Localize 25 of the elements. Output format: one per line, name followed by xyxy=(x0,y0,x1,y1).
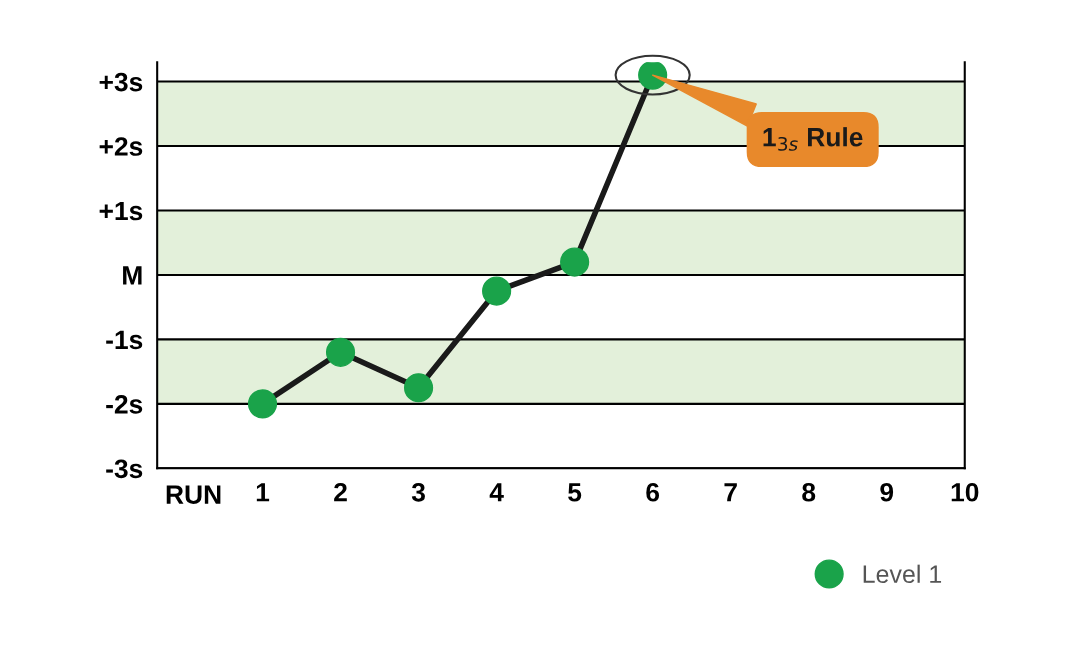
x-axis-title: RUN xyxy=(166,485,221,504)
x-tick-label: 6 xyxy=(646,482,660,502)
x-tick-label: 1 xyxy=(256,483,270,502)
y-tick-label: M xyxy=(123,266,142,285)
x-tick-label: 2 xyxy=(334,482,347,502)
y-tick-label: -1s xyxy=(106,330,143,350)
x-tick-label: 5 xyxy=(568,483,582,502)
annotation: 1$_{3s}$ Rule xyxy=(763,127,863,151)
point xyxy=(247,389,278,419)
y-tick-label: +3s xyxy=(99,72,143,92)
y-tick-label: -3s xyxy=(106,459,143,479)
y-tick-label: +1s xyxy=(99,201,143,221)
y-tick-label: -2s xyxy=(106,395,143,414)
x-tick-label: 8 xyxy=(802,482,816,502)
point xyxy=(403,373,434,403)
x-tick-label: 9 xyxy=(880,482,894,502)
point xyxy=(482,276,512,306)
legend-label: Level 1 xyxy=(863,564,942,584)
y-tick-label: +2s xyxy=(99,137,143,156)
x-tick-label: 7 xyxy=(724,483,737,502)
x-tick-label: 3 xyxy=(411,482,425,502)
x-tick-label: 4 xyxy=(489,483,504,502)
point xyxy=(560,247,590,277)
point xyxy=(325,337,356,367)
x-tick-label: 10 xyxy=(951,482,979,502)
